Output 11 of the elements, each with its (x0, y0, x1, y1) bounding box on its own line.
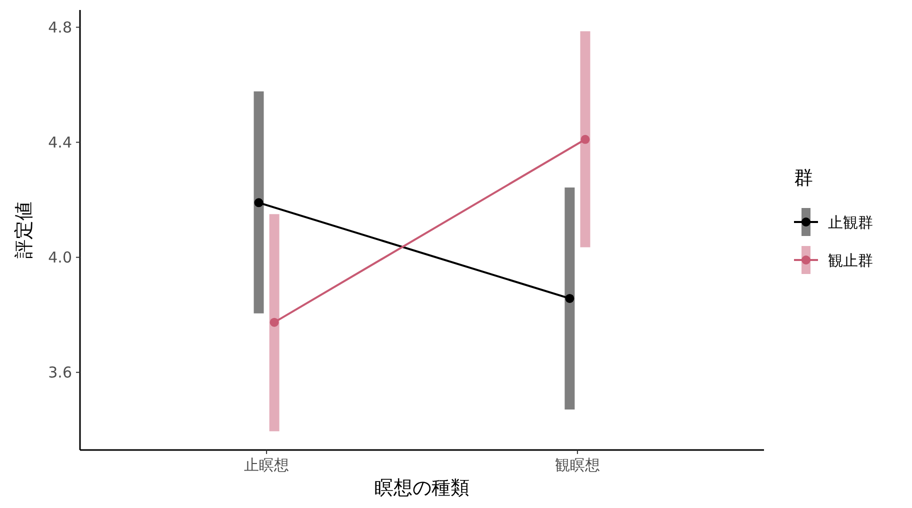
x-axis-title: 瞑想の種類 (374, 477, 470, 499)
x-tick-label: 観瞑想 (554, 456, 600, 474)
legend-label: 止観群 (828, 213, 873, 232)
legend-label: 観止群 (828, 251, 873, 270)
y-axis-title: 評定値 (13, 202, 35, 258)
x-tick-label: 止瞑想 (244, 456, 290, 474)
legend-title: 群 (794, 167, 813, 189)
y-tick-label: 3.6 (48, 364, 72, 382)
y-tick-label: 4.8 (48, 18, 72, 37)
y-tick-label: 4.4 (48, 134, 72, 152)
y-tick-label: 4.0 (48, 248, 72, 267)
